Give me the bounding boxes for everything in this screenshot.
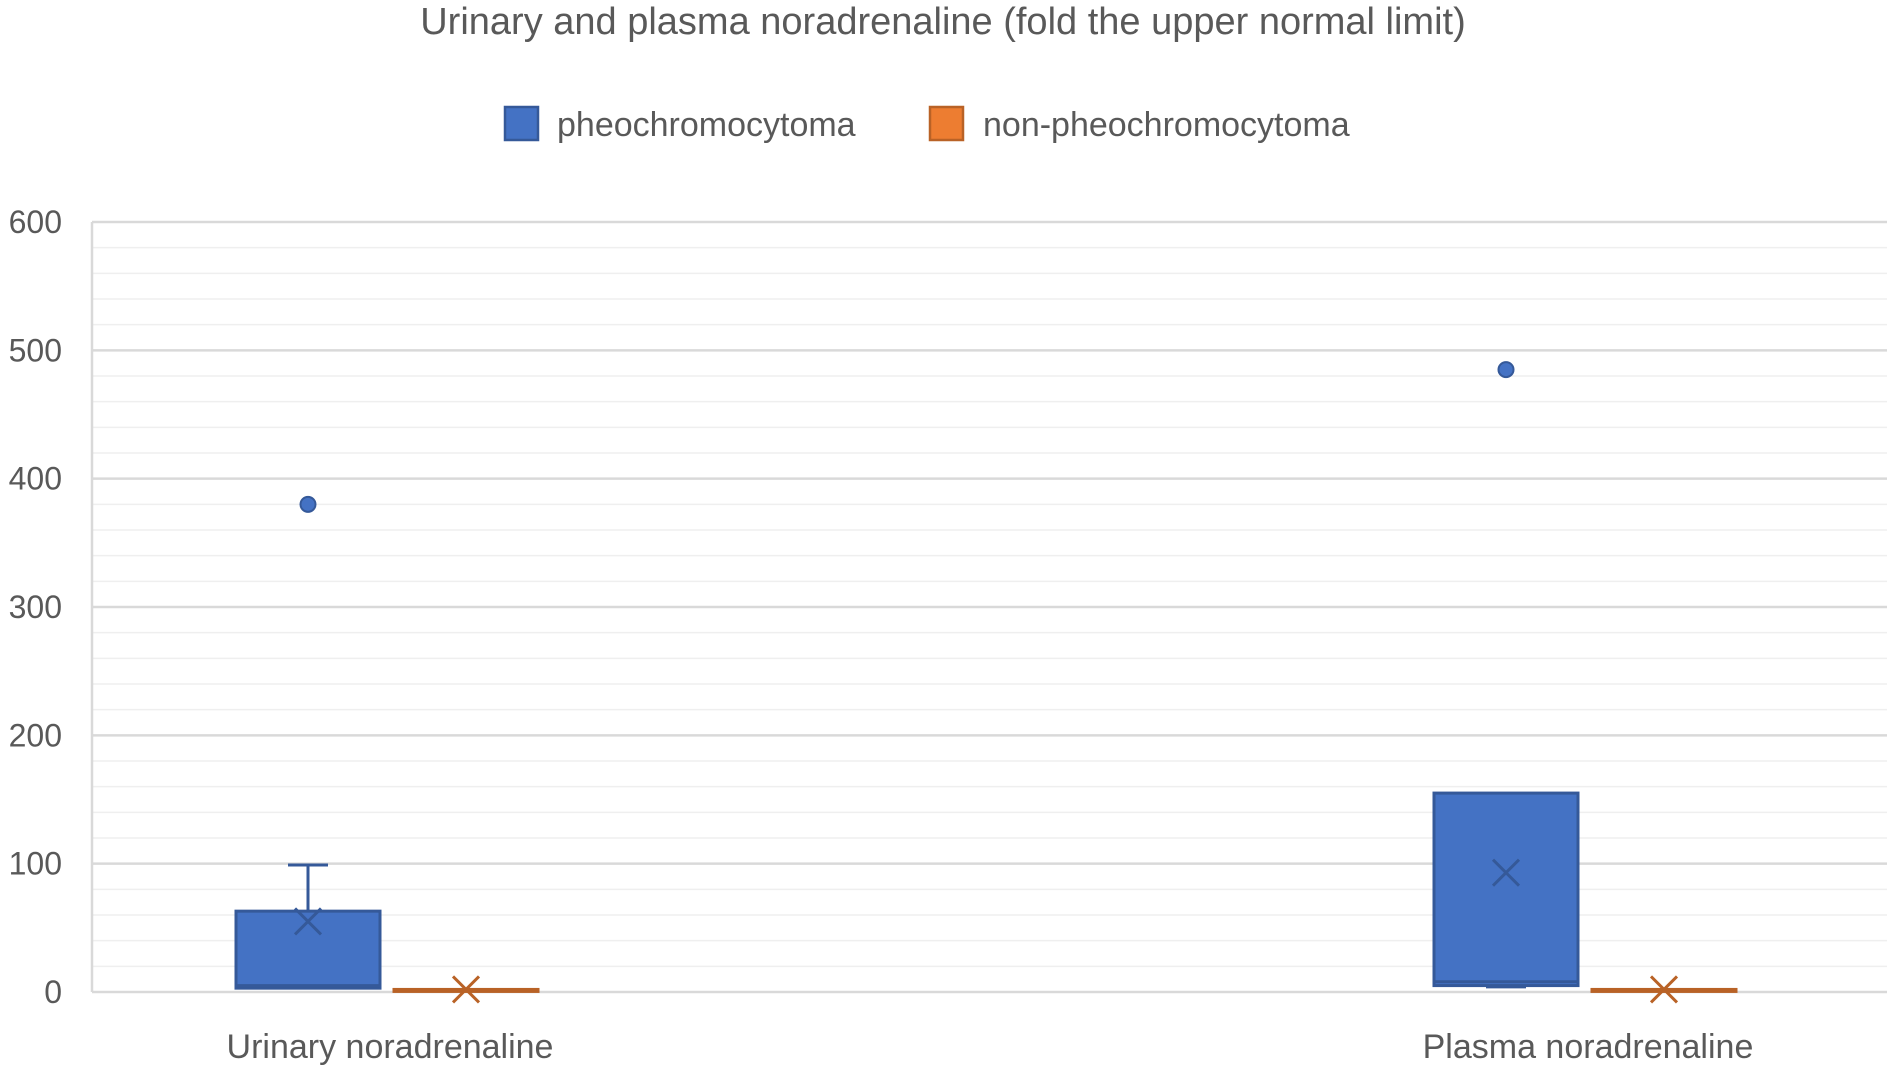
- legend-item: non-pheochromocytoma: [928, 105, 1350, 144]
- mean-marker: [451, 975, 481, 1004]
- y-tick-label: 200: [9, 717, 62, 753]
- y-tick-label: 500: [9, 332, 62, 368]
- outlier-point: [299, 495, 317, 513]
- box-non-pheochromocytoma-0: [392, 975, 540, 1004]
- legend: pheochromocytoma non-pheochromocytoma: [503, 105, 1350, 144]
- mean-marker: [1649, 975, 1679, 1004]
- box-pheochromocytoma-0: [234, 495, 382, 990]
- legend-label: non-pheochromocytoma: [983, 106, 1350, 144]
- legend-swatch: [503, 105, 540, 142]
- y-tick-label: 100: [9, 846, 62, 882]
- chart-title: Urinary and plasma noradrenaline (fold t…: [420, 1, 1466, 43]
- grid: [90, 220, 1887, 994]
- x-category-label: Urinary noradrenaline: [227, 1028, 554, 1066]
- x-axis: Urinary noradrenaline Plasma noradrenalin…: [227, 1028, 1754, 1066]
- legend-item: pheochromocytoma: [503, 105, 856, 144]
- y-axis: 0 100 200 300 400 500 600: [9, 204, 62, 1010]
- box-iqr: [1432, 791, 1580, 988]
- plot-area: [234, 361, 1738, 1004]
- y-tick-label: 0: [44, 974, 62, 1010]
- box-iqr: [234, 909, 382, 990]
- y-tick-label: 600: [9, 204, 62, 240]
- outlier-point: [1497, 361, 1515, 379]
- box-non-pheochromocytoma-1: [1590, 975, 1738, 1004]
- legend-swatch: [928, 105, 965, 142]
- legend-label: pheochromocytoma: [557, 106, 856, 144]
- box-pheochromocytoma-1: [1432, 361, 1580, 989]
- y-tick-label: 300: [9, 589, 62, 625]
- mean-marker: [1491, 858, 1521, 887]
- y-tick-label: 400: [9, 461, 62, 497]
- x-category-label: Plasma noradrenaline: [1423, 1028, 1754, 1066]
- mean-marker: [293, 907, 323, 936]
